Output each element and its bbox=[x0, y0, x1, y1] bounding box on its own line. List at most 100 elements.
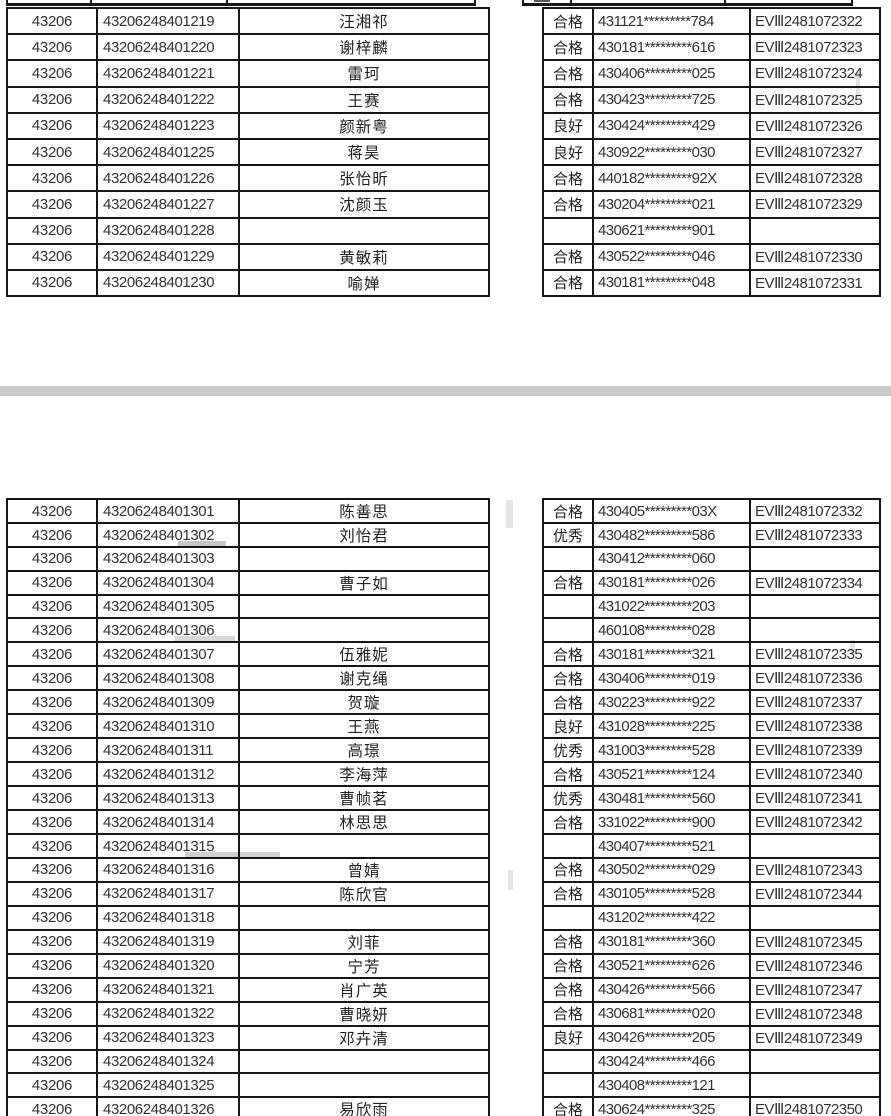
region-code-cell: 43206 bbox=[6, 928, 98, 955]
exam-number-cell: 43206248401306 bbox=[96, 617, 240, 644]
region-code-cell: 43206 bbox=[6, 164, 98, 193]
certificate-number-cell: EVⅢ2481072340 bbox=[749, 761, 881, 788]
certificate-number-cell: EVⅢ2481072334 bbox=[749, 569, 881, 596]
certificate-number-cell: EVⅢ2481072338 bbox=[749, 713, 881, 740]
certificate-number-cell: EVⅢ2481072333 bbox=[749, 522, 881, 548]
result-grade-cell: 合格 bbox=[542, 809, 594, 836]
region-code-cell: 43206 bbox=[6, 6, 98, 36]
table-row: 43206 43206248401227 沈颜玉 合格 430204******… bbox=[6, 190, 881, 219]
candidate-name-cell: 雷珂 bbox=[238, 59, 490, 88]
table-row: 43206 43206248401316 曾婧 合格 430502*******… bbox=[6, 856, 881, 883]
exam-number-cell: 43206248401230 bbox=[96, 268, 240, 298]
candidate-name-cell: 汪湘祁 bbox=[238, 6, 490, 36]
masked-id-cell: 430502*********029 bbox=[592, 856, 751, 883]
exam-number-cell: 43206248401319 bbox=[96, 928, 240, 955]
scan-gap-cell bbox=[489, 595, 543, 619]
result-grade-cell: 优秀 bbox=[542, 737, 594, 764]
result-grade-cell: 合格 bbox=[542, 498, 594, 524]
scan-gap-cell bbox=[489, 191, 543, 217]
scan-gap-cell bbox=[489, 499, 543, 523]
region-code-cell: 43206 bbox=[6, 665, 98, 692]
region-code-cell: 43206 bbox=[6, 1048, 98, 1075]
region-code-cell: 43206 bbox=[6, 546, 98, 572]
certificate-number-cell: EVⅢ2481072344 bbox=[749, 880, 881, 907]
result-grade-cell: 合格 bbox=[542, 976, 594, 1003]
exam-number-cell: 43206248401310 bbox=[96, 713, 240, 740]
exam-number-cell: 43206248401305 bbox=[96, 593, 240, 620]
scan-gap-cell bbox=[489, 810, 543, 834]
exam-number-cell: 43206248401317 bbox=[96, 880, 240, 907]
exam-number-cell: 43206248401223 bbox=[96, 111, 240, 140]
masked-id-cell: 431028*********225 bbox=[592, 713, 751, 740]
masked-id-cell: 430412*********060 bbox=[592, 546, 751, 572]
region-code-cell: 43206 bbox=[6, 111, 98, 140]
masked-id-cell: 430406*********019 bbox=[592, 665, 751, 692]
exam-number-cell: 43206248401326 bbox=[96, 1096, 240, 1116]
exam-number-cell: 43206248401318 bbox=[96, 904, 240, 931]
table-row: 43206 43206248401313 曹帧茗 优秀 430481******… bbox=[6, 785, 881, 812]
masked-id-cell: 430204*********021 bbox=[592, 190, 751, 219]
table-row: 43206 43206248401220 谢梓麟 合格 430181******… bbox=[6, 33, 881, 62]
region-code-cell: 43206 bbox=[6, 1096, 98, 1116]
candidate-name-cell: 宁芳 bbox=[238, 952, 490, 979]
region-code-cell: 43206 bbox=[6, 976, 98, 1003]
scan-gap-cell bbox=[489, 1097, 543, 1116]
region-code-cell: 43206 bbox=[6, 216, 98, 245]
cut-off-row-remnant bbox=[0, 0, 891, 7]
masked-id-cell: 430181*********048 bbox=[592, 268, 751, 298]
table-row: 43206 43206248401307 伍雅妮 合格 430181******… bbox=[6, 641, 881, 668]
candidate-name-cell bbox=[238, 546, 490, 572]
certificate-number-cell: EVⅢ2481072323 bbox=[749, 33, 881, 62]
certificate-number-cell bbox=[749, 546, 881, 572]
exam-number-cell: 43206248401303 bbox=[96, 546, 240, 572]
table-row: 43206 43206248401225 蒋昊 良好 430922*******… bbox=[6, 137, 881, 167]
scan-gap-cell bbox=[489, 690, 543, 714]
region-code-cell: 43206 bbox=[6, 904, 98, 931]
certificate-number-cell: EVⅢ2481072350 bbox=[749, 1096, 881, 1116]
certificate-number-cell: EVⅢ2481072330 bbox=[749, 242, 881, 271]
candidate-name-cell bbox=[238, 1072, 490, 1099]
table-row: 43206 43206248401312 李海萍 合格 430521******… bbox=[6, 761, 881, 788]
exam-number-cell: 43206248401321 bbox=[96, 976, 240, 1003]
result-grade-cell: 合格 bbox=[542, 164, 594, 193]
result-grade-cell bbox=[542, 1072, 594, 1099]
candidate-name-cell: 易欣雨 bbox=[238, 1096, 490, 1116]
table-row: 43206 43206248401310 王燕 良好 431028*******… bbox=[6, 713, 881, 740]
masked-id-cell: 430482*********586 bbox=[592, 522, 751, 548]
result-grade-cell: 良好 bbox=[542, 137, 594, 167]
scan-gap-cell bbox=[489, 858, 543, 882]
scan-gap-cell bbox=[489, 642, 543, 666]
candidate-name-cell: 曹晓妍 bbox=[238, 1000, 490, 1027]
exam-number-cell: 43206248401323 bbox=[96, 1024, 240, 1051]
masked-id-cell: 430522*********046 bbox=[592, 242, 751, 271]
table-row: 43206 43206248401323 邓卉清 良好 430426******… bbox=[6, 1024, 881, 1051]
candidate-name-cell: 谢克绳 bbox=[238, 665, 490, 692]
region-code-cell: 43206 bbox=[6, 569, 98, 596]
scan-gap-cell bbox=[489, 618, 543, 642]
certificate-number-cell: EVⅢ2481072329 bbox=[749, 190, 881, 219]
masked-id-cell: 431022*********203 bbox=[592, 593, 751, 620]
table-row: 43206 43206248401303 430412*********060 bbox=[6, 546, 881, 572]
scan-gap-cell bbox=[489, 60, 543, 86]
result-grade-cell: 优秀 bbox=[542, 785, 594, 812]
candidate-name-cell: 李海萍 bbox=[238, 761, 490, 788]
table-row: 43206 43206248401322 曹晓妍 合格 430681******… bbox=[6, 1000, 881, 1027]
scan-gap-cell bbox=[489, 270, 543, 296]
result-grade-cell: 合格 bbox=[542, 665, 594, 692]
results-table-top: 43206 43206248401219 汪湘祁 合格 431121******… bbox=[6, 6, 881, 298]
result-grade-cell: 优秀 bbox=[542, 522, 594, 548]
certificate-number-cell: EVⅢ2481072335 bbox=[749, 641, 881, 668]
masked-id-cell: 430423*********725 bbox=[592, 85, 751, 114]
exam-number-cell: 43206248401325 bbox=[96, 1072, 240, 1099]
region-code-cell: 43206 bbox=[6, 59, 98, 88]
masked-id-cell: 431202*********422 bbox=[592, 904, 751, 931]
result-grade-cell: 良好 bbox=[542, 713, 594, 740]
page-break-separator-bar bbox=[0, 386, 891, 396]
candidate-name-cell: 陈欣官 bbox=[238, 880, 490, 907]
table-row: 43206 43206248401229 黄敏莉 合格 430522******… bbox=[6, 242, 881, 271]
table-row: 43206 43206248401301 陈善思 合格 430405******… bbox=[6, 498, 881, 524]
candidate-name-cell: 曹子如 bbox=[238, 569, 490, 596]
region-code-cell: 43206 bbox=[6, 522, 98, 548]
region-code-cell: 43206 bbox=[6, 137, 98, 167]
result-grade-cell: 合格 bbox=[542, 33, 594, 62]
